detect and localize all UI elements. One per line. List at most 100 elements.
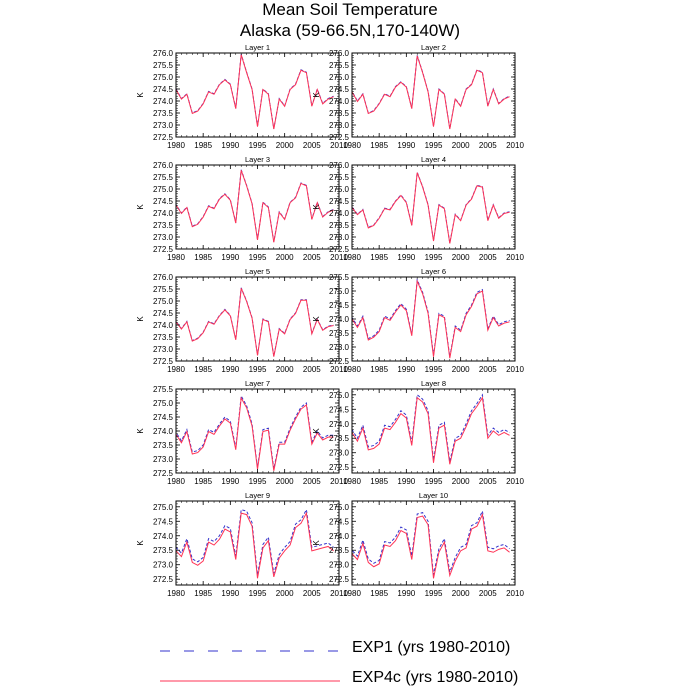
y-tick-label: 272.5 — [329, 575, 350, 584]
x-tick-label: 2000 — [452, 589, 470, 598]
x-tick-label: 2010 — [506, 365, 524, 374]
y-tick-label: 275.0 — [153, 185, 174, 194]
y-tick-label: 274.5 — [329, 517, 350, 526]
x-tick-label: 1995 — [425, 141, 443, 150]
panel-layer-9: Layer 9 K 272.5 273.0 273.5 274.0 274.5 275.0 19… — [136, 491, 348, 598]
y-tick-label: 275.5 — [153, 173, 174, 182]
y-tick-label: 272.5 — [153, 357, 174, 366]
y-tick-label: 273.5 — [153, 221, 174, 230]
x-tick-label: 1980 — [167, 477, 185, 486]
y-tick-label: 274.5 — [153, 413, 174, 422]
y-tick-label: 272.5 — [329, 133, 350, 142]
x-tick-label: 2005 — [303, 477, 321, 486]
y-tick-label: 274.0 — [329, 97, 350, 106]
y-tick-label: 274.0 — [329, 315, 350, 324]
series-exp4c-line — [176, 396, 334, 471]
x-tick-label: 1990 — [221, 477, 239, 486]
x-tick-label: 2010 — [330, 141, 348, 150]
panel-title: Layer 3 — [245, 155, 270, 164]
y-tick-label: 273.0 — [329, 561, 350, 570]
x-tick-label: 2010 — [506, 141, 524, 150]
y-tick-label: 275.0 — [329, 73, 350, 82]
figure-title-line1: Mean Soil Temperature — [262, 0, 438, 19]
y-tick-label: 273.0 — [329, 121, 350, 130]
x-tick-label: 2000 — [452, 253, 470, 262]
y-tick-label: 273.0 — [153, 345, 174, 354]
y-tick-label: 275.0 — [153, 503, 174, 512]
panel-frame — [351, 276, 516, 362]
panel-layer-3: Layer 3 K 272.5 273.0 273.5 274.0 274.5 275.0 27… — [136, 155, 348, 262]
y-tick-label: 273.0 — [329, 233, 350, 242]
panel-title: Layer 1 — [245, 43, 270, 52]
x-tick-label: 1995 — [249, 365, 267, 374]
y-tick-label: 274.0 — [329, 532, 350, 541]
x-tick-label: 2005 — [479, 365, 497, 374]
y-tick-label: 272.5 — [153, 575, 174, 584]
panel-layer-6: Layer 6 K 272.5 273.0 273.5 274.0 274.5 275.0 27… — [312, 267, 524, 374]
panel-title: Layer 10 — [419, 491, 448, 500]
series-exp4c-line — [352, 279, 510, 359]
panel-title: Layer 9 — [245, 491, 270, 500]
panel-title: Layer 5 — [245, 267, 270, 276]
x-tick-label: 1990 — [397, 365, 415, 374]
x-tick-label: 1995 — [249, 589, 267, 598]
x-tick-label: 1980 — [167, 253, 185, 262]
panel-layer-2: Layer 2 K 272.5 273.0 273.5 274.0 274.5 275.0 27… — [312, 43, 524, 150]
x-tick-label: 2005 — [479, 589, 497, 598]
series-exp4c-line — [176, 170, 334, 243]
y-tick-label: 274.5 — [153, 85, 174, 94]
x-tick-label: 1990 — [397, 253, 415, 262]
x-tick-label: 2010 — [506, 589, 524, 598]
y-tick-label: 273.0 — [153, 233, 174, 242]
x-tick-label: 2005 — [479, 253, 497, 262]
x-tick-label: 1995 — [425, 477, 443, 486]
y-tick-label: 275.0 — [153, 399, 174, 408]
panel-layer-4: Layer 4 K 272.5 273.0 273.5 274.0 274.5 275.0 27… — [312, 155, 524, 262]
legend-label-exp4c: EXP4c (yrs 1980-2010) — [352, 669, 519, 686]
x-tick-label: 1985 — [194, 365, 212, 374]
panel-title: Layer 2 — [421, 43, 446, 52]
y-tick-label: 275.5 — [153, 61, 174, 70]
y-tick-label: 274.5 — [153, 517, 174, 526]
series-exp1-line — [352, 393, 510, 462]
y-tick-label: 273.5 — [329, 546, 350, 555]
x-tick-label: 1985 — [194, 253, 212, 262]
x-tick-label: 1980 — [167, 365, 185, 374]
series-exp1-line — [352, 277, 510, 357]
series-exp1-line — [176, 287, 334, 357]
y-tick-label: 273.5 — [153, 546, 174, 555]
series-exp4c-line — [176, 288, 334, 357]
x-tick-label: 2000 — [452, 477, 470, 486]
y-tick-label: 275.5 — [329, 273, 350, 282]
x-tick-label: 1990 — [221, 253, 239, 262]
x-tick-label: 1985 — [194, 477, 212, 486]
series-exp4c-line — [352, 512, 510, 579]
x-tick-label: 2000 — [276, 365, 294, 374]
y-tick-label: 276.0 — [329, 161, 350, 170]
x-tick-label: 1985 — [370, 365, 388, 374]
y-tick-label: 275.5 — [329, 61, 350, 70]
panel-layer-7: Layer 7 K 272.5 273.0 273.5 274.0 274.5 275.0 27… — [136, 379, 348, 486]
x-tick-label: 1985 — [370, 253, 388, 262]
y-axis-label: K — [312, 316, 321, 322]
x-tick-label: 1980 — [343, 589, 361, 598]
y-tick-label: 273.0 — [153, 561, 174, 570]
y-tick-label: 274.5 — [153, 197, 174, 206]
y-tick-label: 273.0 — [153, 121, 174, 130]
y-tick-label: 273.0 — [153, 455, 174, 464]
y-tick-label: 275.0 — [329, 185, 350, 194]
y-axis-label: K — [312, 204, 321, 210]
panel-frame — [351, 164, 516, 250]
x-tick-label: 2000 — [276, 141, 294, 150]
x-tick-label: 2010 — [330, 253, 348, 262]
y-tick-label: 272.5 — [153, 133, 174, 142]
y-tick-label: 272.5 — [329, 357, 350, 366]
panel-title: Layer 6 — [421, 267, 446, 276]
x-tick-label: 1990 — [397, 589, 415, 598]
panel-layer-8: Layer 8 K 272.5 273.0 273.5 274.0 274.5 275.0 19… — [312, 379, 524, 486]
x-tick-label: 1995 — [425, 365, 443, 374]
y-axis-label: K — [136, 540, 145, 546]
y-tick-label: 273.5 — [153, 109, 174, 118]
y-tick-label: 275.5 — [329, 173, 350, 182]
series-exp1-line — [352, 509, 510, 575]
